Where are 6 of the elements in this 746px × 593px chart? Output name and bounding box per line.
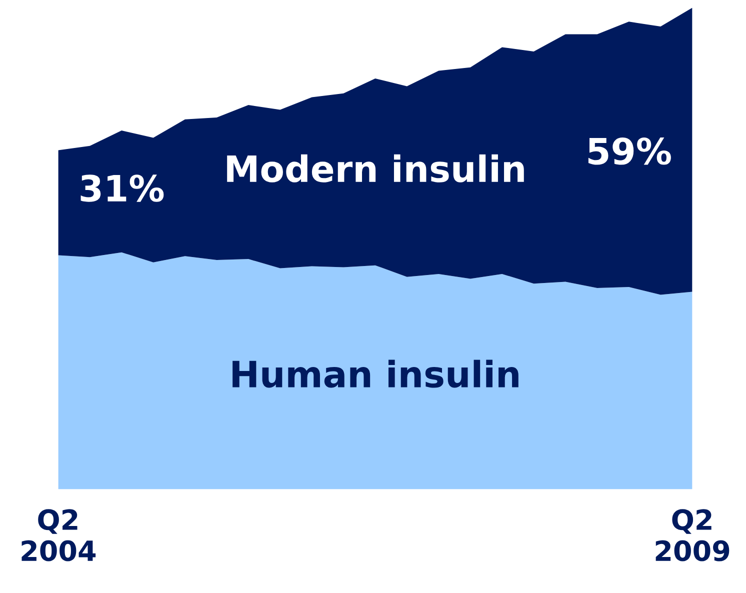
annotation: 31%	[80, 174, 164, 202]
series-label: Modern insulin	[227, 154, 524, 182]
x-tick-label: Q2 2004	[22, 509, 96, 562]
x-tick-label: Q2 2009	[656, 509, 730, 562]
series-label: Human insulin	[232, 360, 518, 388]
annotation: 59%	[588, 137, 671, 165]
